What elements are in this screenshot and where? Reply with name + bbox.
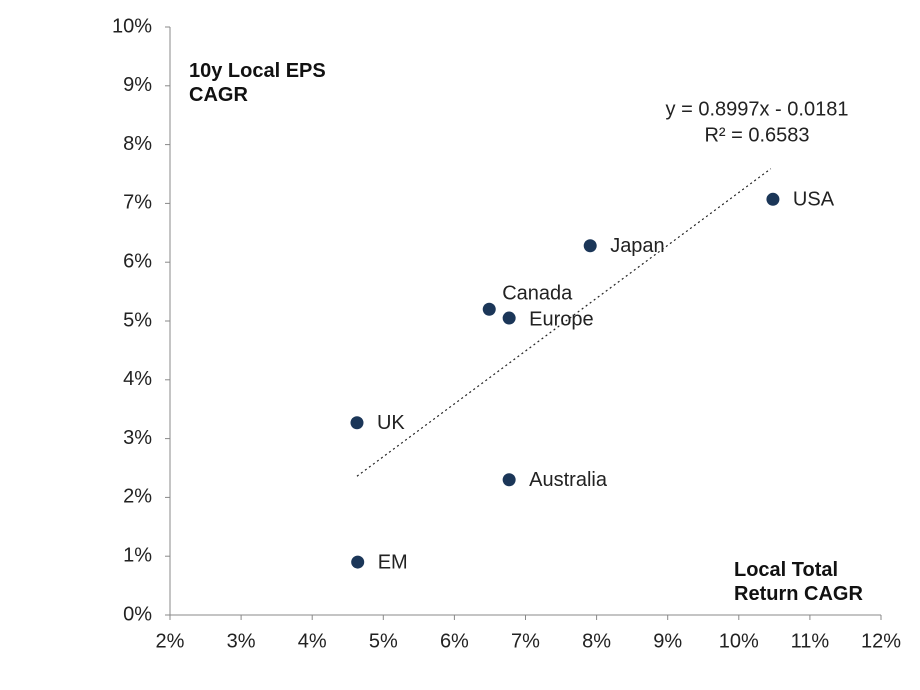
x-tick-label: 12% (861, 630, 901, 652)
x-tick-label: 9% (653, 630, 682, 652)
y-tick-label: 2% (123, 486, 152, 508)
trendline (356, 168, 772, 477)
y-tick-label: 6% (123, 250, 152, 272)
point (351, 555, 365, 569)
trendline-equation: y = 0.8997x - 0.0181 (666, 98, 849, 120)
point-label: EM (378, 551, 408, 573)
x-tick-label: 4% (298, 630, 327, 652)
point-label: UK (377, 412, 405, 434)
point-label: Japan (610, 235, 665, 257)
point (583, 239, 597, 253)
point (766, 192, 780, 206)
point (502, 473, 516, 487)
y-tick-label: 8% (123, 133, 152, 155)
point (350, 416, 364, 430)
x-tick-label: 11% (791, 630, 830, 652)
x-tick-label: 3% (227, 630, 256, 652)
point-label: Europe (529, 308, 594, 330)
y-tick-label: 9% (123, 74, 152, 96)
x-tick-label: 10% (719, 630, 759, 652)
y-tick-label: 5% (123, 309, 152, 331)
y-tick-label: 0% (123, 603, 152, 625)
y-tick-label: 4% (123, 368, 152, 390)
y-tick-label: 3% (123, 427, 152, 449)
y-tick-label: 1% (123, 544, 152, 566)
x-tick-label: 7% (511, 630, 540, 652)
point (502, 311, 516, 325)
y-tick-label: 10% (112, 15, 152, 37)
x-tick-label: 6% (440, 630, 469, 652)
x-axis-label: Local Total Return CAGR (734, 559, 863, 605)
point (482, 302, 496, 316)
point-label: USA (793, 189, 835, 211)
x-tick-label: 5% (369, 630, 398, 652)
y-axis-label: 10y Local EPS CAGR (189, 60, 326, 106)
point-label: Australia (529, 469, 608, 491)
x-tick-label: 8% (582, 630, 611, 652)
point-label: Canada (502, 283, 573, 305)
y-tick-label: 7% (123, 192, 152, 214)
trendline-r2: R² = 0.6583 (704, 124, 809, 146)
x-tick-label: 2% (156, 630, 185, 652)
